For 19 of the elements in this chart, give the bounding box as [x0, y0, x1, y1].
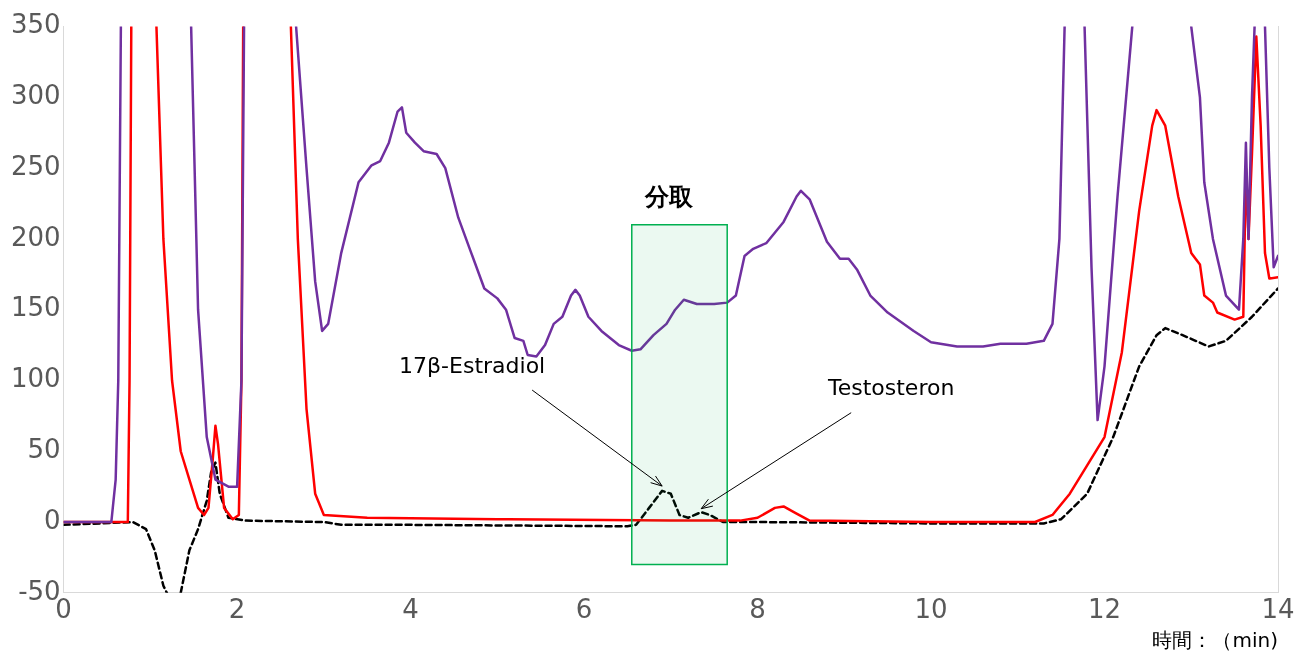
y-tick-label: 150 [10, 292, 61, 323]
annotation: Testosteron [826, 375, 955, 401]
y-tick-label: 0 [44, 504, 61, 535]
x-tick-label: 4 [402, 594, 419, 625]
x-tick-label: 8 [749, 594, 766, 625]
x-tick-label: 2 [228, 594, 246, 625]
y-tick-label: 300 [10, 80, 61, 111]
band-label: 分取 [644, 183, 695, 211]
y-tick-label: 350 [10, 9, 61, 40]
y-tick-label: 50 [27, 434, 61, 464]
y-tick-label: 200 [10, 221, 61, 252]
x-tick-label: 14 [1261, 594, 1295, 625]
x-axis-title: 時間：（min) [1152, 628, 1278, 653]
y-tick-label: 100 [10, 363, 61, 394]
x-tick-label: 10 [914, 594, 948, 625]
x-tick-label: 6 [575, 594, 593, 625]
x-tick-label: 12 [1087, 594, 1122, 625]
annotation: 17β-Estradiol [399, 352, 546, 378]
y-tick-label: 250 [10, 150, 61, 181]
